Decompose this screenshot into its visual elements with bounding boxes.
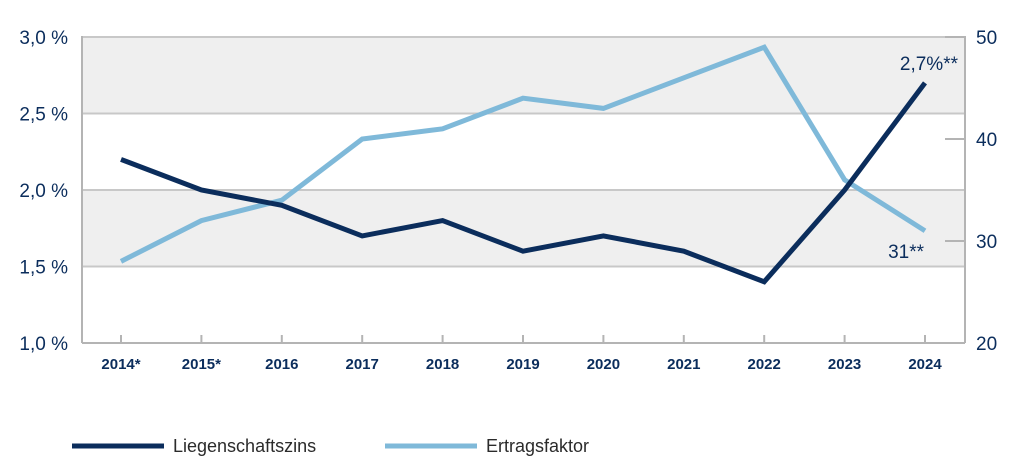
gridlines [82, 36, 965, 268]
left-axis-ticks: 1,0 % 1,5 % 2,0 % 2,5 % 3,0 % [19, 28, 68, 355]
background-bands [82, 37, 965, 267]
series-lines [119, 44, 927, 285]
left-tick-label: 1,0 % [19, 334, 68, 355]
x-axis-ticks: 2014* 2015* 2016 2017 2018 2019 2020 2021 2022 20… [101, 335, 942, 373]
annotation-liegenschaftszins: 2,7%** [900, 54, 959, 75]
x-tick-label: 2014* [101, 356, 140, 373]
background-band [82, 190, 965, 267]
x-tick-label: 2018 [426, 356, 459, 373]
annotations: 2,7%** 31** [888, 54, 959, 263]
left-tick-label: 2,0 % [19, 181, 68, 202]
annotation-ertragsfaktor: 31** [888, 242, 925, 263]
left-tick-label: 2,5 % [19, 105, 68, 126]
x-tick-label: 2021 [667, 356, 700, 373]
right-tick-label: 20 [976, 334, 997, 355]
x-tick-label: 2015* [182, 356, 221, 373]
series-line-ertragsfaktor [119, 44, 927, 264]
series-line-liegenschaftszins [120, 81, 927, 285]
background-band [82, 37, 965, 114]
x-tick-label: 2024 [908, 356, 942, 373]
left-tick-label: 3,0 % [19, 28, 68, 49]
x-tick-label: 2019 [506, 356, 539, 373]
x-tick-label: 2017 [346, 356, 379, 373]
x-tick-label: 2020 [587, 356, 620, 373]
right-tick-label: 30 [976, 232, 997, 253]
x-tick-label: 2022 [748, 356, 781, 373]
right-tick-label: 50 [976, 28, 997, 49]
legend-label-ertragsfaktor: Ertragsfaktor [486, 436, 589, 456]
right-tick-label: 40 [976, 130, 997, 151]
left-tick-label: 1,5 % [19, 258, 68, 279]
legend-label-liegenschaftszins: Liegenschaftszins [173, 436, 316, 456]
right-axis-ticks: 20 30 40 50 [945, 28, 997, 355]
x-tick-label: 2023 [828, 356, 861, 373]
x-tick-label: 2016 [265, 356, 298, 373]
legend: Liegenschaftszins Ertragsfaktor [72, 436, 589, 456]
